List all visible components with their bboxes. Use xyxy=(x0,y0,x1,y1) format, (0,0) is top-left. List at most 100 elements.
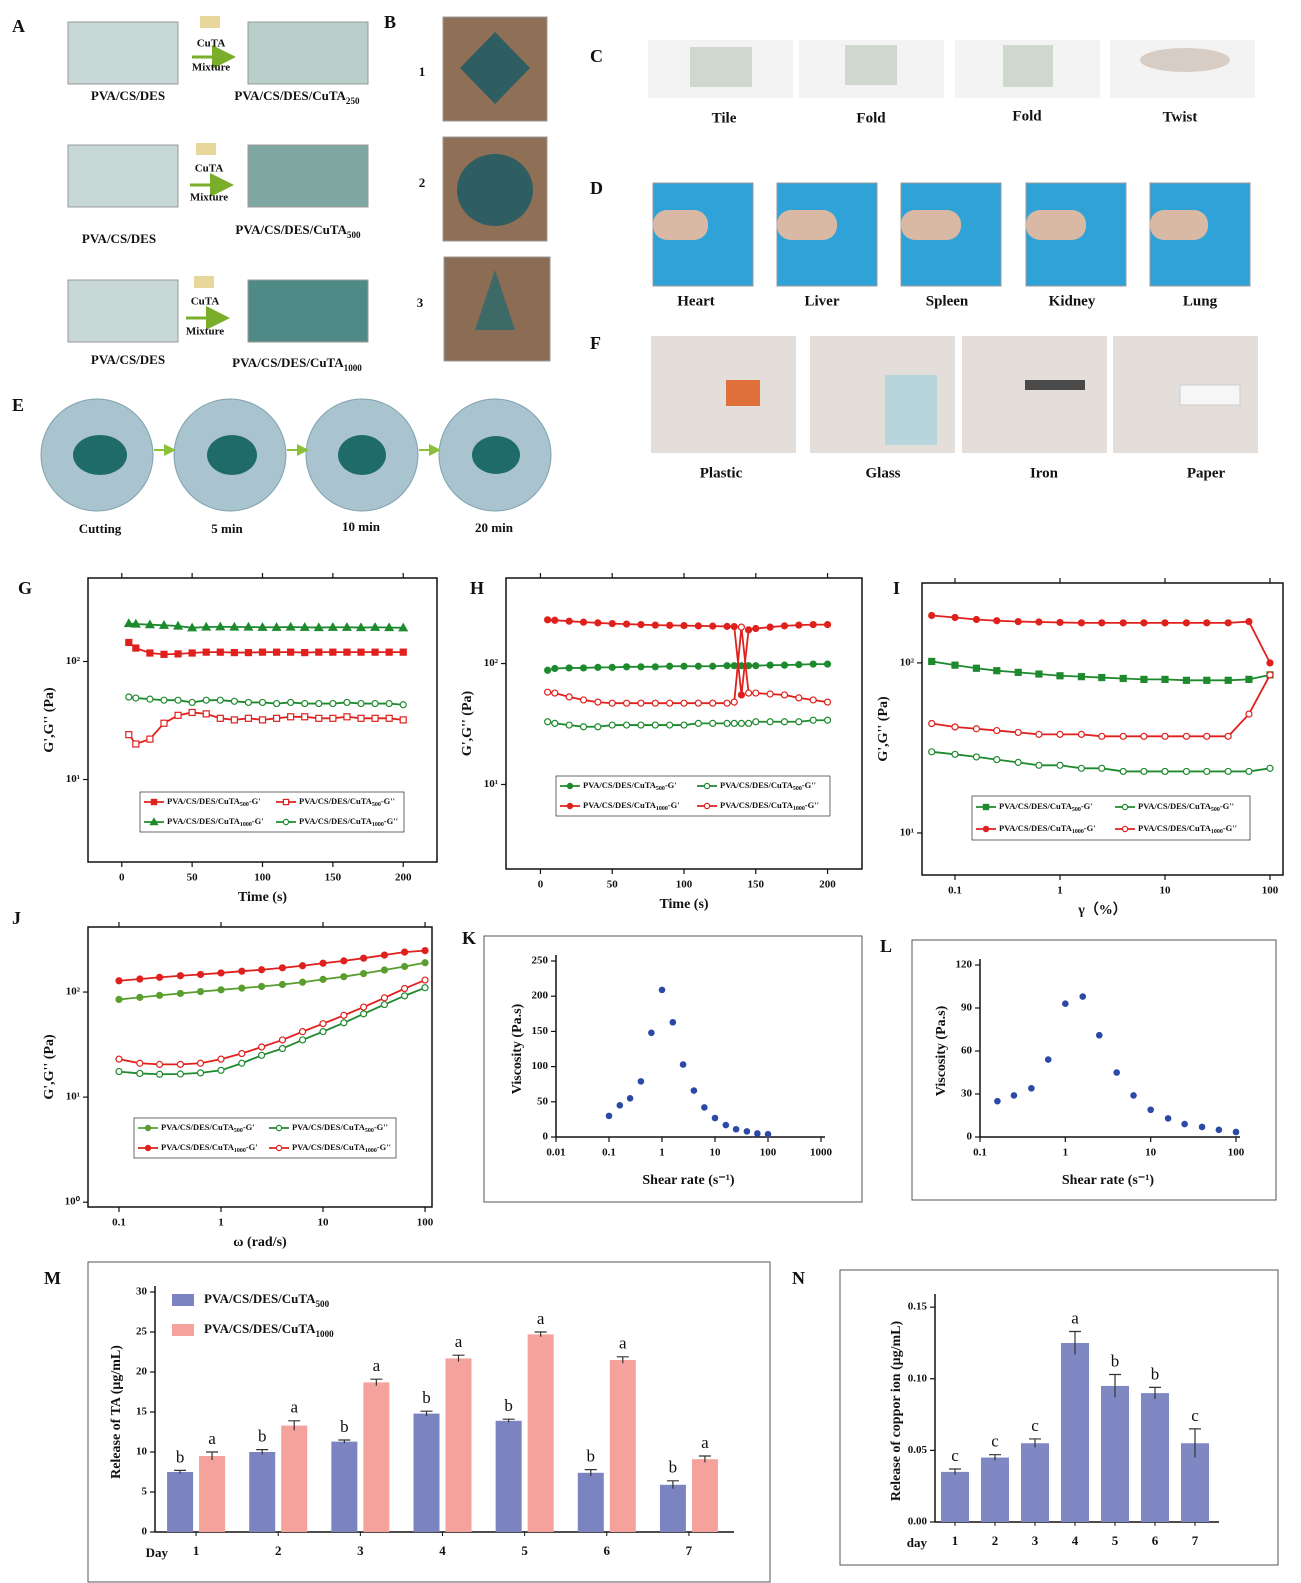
y-axis-label: Viscosity (Pa.s) xyxy=(934,1005,949,1096)
marker xyxy=(595,724,601,730)
marker xyxy=(276,1145,281,1150)
panel-letter: K xyxy=(462,928,476,948)
marker xyxy=(316,649,322,655)
marker xyxy=(731,624,737,630)
x-tick-label: 1 xyxy=(218,1217,224,1229)
caption: Liver xyxy=(805,293,840,309)
point xyxy=(1096,1032,1103,1039)
marker xyxy=(810,622,816,628)
marker xyxy=(781,719,787,725)
marker xyxy=(695,623,701,629)
marker xyxy=(1183,733,1189,739)
marker xyxy=(753,690,759,696)
y-axis-label: Viscosity (Pa.s) xyxy=(510,1003,525,1094)
finger xyxy=(653,210,708,240)
marker xyxy=(552,666,558,672)
marker xyxy=(137,976,143,982)
marker xyxy=(157,1061,163,1067)
marker xyxy=(126,639,132,645)
marker xyxy=(245,650,251,656)
marker xyxy=(704,783,709,788)
x-tick-label: 2 xyxy=(275,1543,282,1558)
caption: Paper xyxy=(1187,465,1226,481)
marker xyxy=(1099,620,1105,626)
marker xyxy=(929,658,935,664)
x-tick-label: 0.1 xyxy=(948,885,962,897)
marker xyxy=(300,1037,306,1043)
marker xyxy=(567,803,572,808)
marker xyxy=(177,1071,183,1077)
x-tick-label: 4 xyxy=(439,1543,446,1558)
caption: Spleen xyxy=(926,293,969,309)
legend-label: PVA/CS/DES/CuTA500-G' xyxy=(161,1122,255,1134)
marker xyxy=(330,715,336,721)
y-axis-label: Release of TA (μg/mL) xyxy=(109,1345,124,1479)
marker xyxy=(1120,768,1126,774)
x-tick-label: 0 xyxy=(538,879,544,891)
marker xyxy=(137,1070,143,1076)
x-axis-label: Shear rate (s⁻¹) xyxy=(642,1173,735,1188)
marker xyxy=(710,623,716,629)
y-tick-label: 15 xyxy=(136,1406,148,1418)
y-tick-label: 0 xyxy=(142,1526,148,1538)
photo xyxy=(68,22,178,84)
reagent-label: CuTA xyxy=(195,163,224,175)
marker xyxy=(724,720,730,726)
x-axis-label: γ（%） xyxy=(1077,902,1127,918)
cuta-powder xyxy=(200,16,220,28)
marker xyxy=(133,741,139,747)
marker xyxy=(217,649,223,655)
panel-letter: E xyxy=(12,395,24,415)
y-tick-label: 10 xyxy=(136,1446,148,1458)
marker xyxy=(1204,620,1210,626)
caption: Tile xyxy=(712,110,737,126)
sample-label: PVA/CS/DES xyxy=(91,88,165,103)
marker xyxy=(1078,620,1084,626)
marker xyxy=(361,971,367,977)
marker xyxy=(746,690,752,696)
point xyxy=(1079,993,1086,1000)
marker xyxy=(344,649,350,655)
marker xyxy=(753,719,759,725)
marker xyxy=(952,662,958,668)
significance-letter: c xyxy=(951,1446,959,1465)
marker xyxy=(552,720,558,726)
x-tick-label: 1 xyxy=(1063,1147,1069,1159)
marker xyxy=(279,965,285,971)
y-axis-label: G',G'' (Pa) xyxy=(42,687,57,753)
marker xyxy=(581,697,587,703)
point xyxy=(1028,1085,1035,1092)
sample-label: PVA/CS/DES xyxy=(91,352,165,367)
panel-letter: D xyxy=(590,178,603,198)
photo xyxy=(68,145,178,207)
marker xyxy=(245,699,251,705)
bar xyxy=(249,1452,275,1532)
marker xyxy=(1246,619,1252,625)
caption: Twist xyxy=(1163,109,1198,125)
panel-letter: N xyxy=(792,1268,805,1288)
marker xyxy=(145,1145,150,1150)
marker xyxy=(259,1052,265,1058)
photo xyxy=(248,22,368,84)
x-tick-label: 10 xyxy=(1145,1147,1157,1159)
panel-b-photos xyxy=(443,17,550,361)
panel-letter: I xyxy=(893,578,900,598)
photo xyxy=(248,280,368,342)
marker xyxy=(361,1011,367,1017)
panel-e-photos xyxy=(41,399,551,511)
marker xyxy=(1225,677,1231,683)
marker xyxy=(973,616,979,622)
point xyxy=(1113,1069,1120,1076)
marker xyxy=(552,617,558,623)
significance-letter: b xyxy=(669,1458,678,1477)
marker xyxy=(1162,768,1168,774)
bar xyxy=(496,1421,522,1532)
marker xyxy=(274,701,280,707)
panel-box xyxy=(912,940,1276,1200)
legend-label: PVA/CS/DES/CuTA500-G'' xyxy=(292,1122,388,1134)
marker xyxy=(1204,768,1210,774)
marker xyxy=(288,649,294,655)
bar xyxy=(167,1472,193,1532)
y-axis-label: G',G'' (Pa) xyxy=(42,1034,57,1100)
gel-patch xyxy=(1003,45,1053,87)
